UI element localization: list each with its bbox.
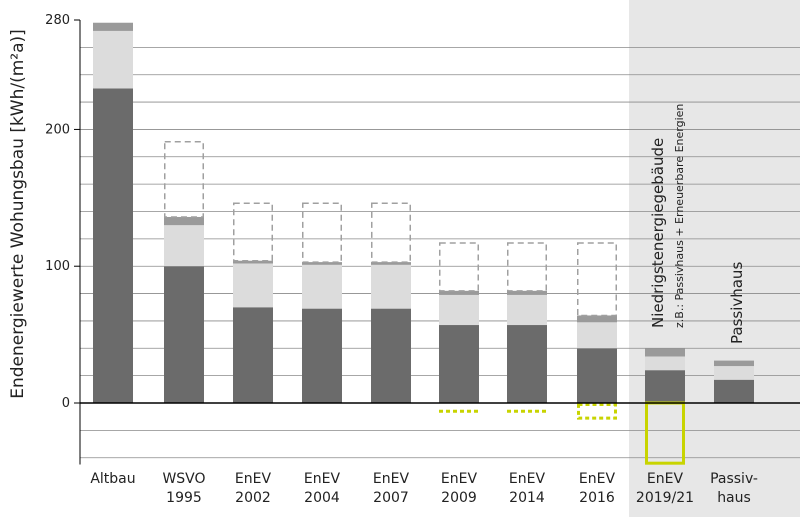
y-axis-label: Endenergiewerte Wohungsbau [kWh/(m²a)]: [8, 29, 28, 399]
bar-segment-bottom: [93, 88, 133, 404]
bar-segment-bottom: [371, 308, 411, 403]
category-label: EnEV 2002: [235, 471, 272, 506]
negative-value-mark: [577, 403, 617, 420]
bar-segment-top: [93, 22, 133, 31]
bar-segment-top: [507, 290, 547, 295]
dashed-bar-outline: [577, 242, 617, 317]
bar-segment-middle: [233, 263, 273, 308]
bar-segment-middle: [577, 322, 617, 349]
category-label: EnEV 2007: [373, 471, 410, 506]
category-label: Passiv-haus: [710, 471, 758, 506]
category-label: EnEV 2016: [579, 471, 616, 506]
bar-segment-top: [371, 262, 411, 265]
dashed-bar-outline: [164, 140, 204, 218]
bar-segment-top: [302, 262, 342, 265]
y-tick-label: 200: [45, 122, 70, 137]
annotation-label: z.B.: Passivhaus + Erneuerbare Energien: [673, 104, 686, 328]
bar-segment-middle: [164, 225, 204, 267]
category-label: EnEV 2019/21: [636, 471, 694, 506]
bar-segment-bottom: [577, 348, 617, 403]
bar-segment-middle: [507, 294, 547, 326]
highlight-region: [629, 0, 800, 517]
category-label: EnEV 2014: [509, 471, 546, 506]
y-tick-label: 280: [45, 13, 70, 28]
dashed-bar-outline: [371, 202, 411, 263]
dashed-bar-outline: [507, 242, 547, 292]
bar-segment-middle: [645, 356, 685, 371]
bar-segment-top: [577, 315, 617, 323]
bar-segment-bottom: [645, 370, 685, 403]
category-label: Altbau: [90, 471, 135, 487]
bar-segment-middle: [714, 366, 754, 380]
bar-segment-bottom: [507, 325, 547, 403]
bar-segment-bottom: [439, 325, 479, 403]
category-label: EnEV 2009: [441, 471, 478, 506]
dashed-bar-outline: [439, 242, 479, 292]
y-tick-label: 100: [45, 259, 70, 274]
bar-segment-top: [439, 290, 479, 295]
bar-segment-bottom: [233, 307, 273, 403]
bar-segment-bottom: [714, 379, 754, 403]
annotation-label: Niedrigstenergiegebäude: [649, 138, 667, 328]
y-tick-label: 0: [62, 396, 70, 411]
dashed-bar-outline: [302, 202, 342, 263]
bar-segment-bottom: [164, 266, 204, 403]
bar-segment-top: [645, 348, 685, 357]
dashed-bar-outline: [233, 202, 273, 262]
bar-segment-middle: [93, 30, 133, 89]
annotation-label: Passivhaus: [728, 262, 746, 344]
bar-segment-bottom: [302, 308, 342, 403]
bar-segment-top: [164, 216, 204, 226]
category-label: EnEV 2004: [304, 471, 341, 506]
bar-segment-top: [233, 260, 273, 264]
bar-segment-middle: [371, 264, 411, 309]
bar-segment-middle: [302, 264, 342, 309]
bar-segment-middle: [439, 294, 479, 326]
category-label: WSVO 1995: [162, 471, 205, 506]
bar-segment-top: [714, 360, 754, 367]
